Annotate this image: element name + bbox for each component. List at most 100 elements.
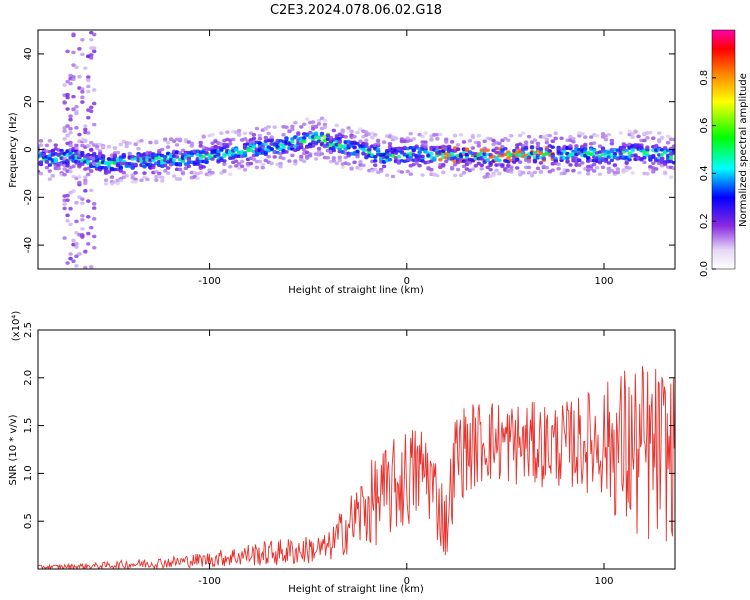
heatmap-cell xyxy=(583,135,588,139)
heatmap-cell xyxy=(577,133,582,138)
heatmap-cell xyxy=(251,132,257,137)
heatmap-cell xyxy=(597,172,603,176)
heatmap-cell xyxy=(260,165,266,170)
heatmap-cell xyxy=(373,155,378,159)
heatmap-cell xyxy=(74,200,79,205)
heatmap-cell xyxy=(349,129,354,134)
heatmap-cell xyxy=(420,173,425,177)
heatmap-cell xyxy=(340,130,345,134)
snr-panel: -100 0 100 0.5 1.0 1.5 2.0 2.5 (x10⁴) Height of… xyxy=(8,311,676,595)
heatmap-cell xyxy=(65,107,70,111)
spectrogram-ytick-label: 0 xyxy=(23,146,34,152)
heatmap-cell xyxy=(204,159,209,164)
heatmap-cell xyxy=(500,144,505,149)
heatmap-cell xyxy=(441,170,446,175)
heatmap-cell xyxy=(517,133,523,138)
heatmap-cell xyxy=(133,180,138,184)
heatmap-cell xyxy=(100,157,106,162)
heatmap-cell xyxy=(470,135,476,140)
spectrogram-ytick-label: 40 xyxy=(23,48,34,61)
heatmap-cell xyxy=(89,188,94,193)
heatmap-cell xyxy=(281,156,286,161)
heatmap-cell xyxy=(310,120,316,124)
heatmap-cell xyxy=(68,206,73,211)
heatmap-cell xyxy=(92,206,97,210)
heatmap-cell xyxy=(118,142,124,147)
heatmap-cell xyxy=(183,138,189,142)
heatmap-cell xyxy=(154,178,159,182)
heatmap-cell xyxy=(609,138,615,143)
heatmap-cell xyxy=(165,145,171,149)
heatmap-cell xyxy=(100,153,106,158)
heatmap-cell xyxy=(71,259,76,264)
heatmap-cell xyxy=(331,148,337,153)
spectrogram-ytick-label: -40 xyxy=(23,237,34,253)
heatmap-cell xyxy=(568,163,573,167)
heatmap-cell xyxy=(160,176,165,180)
heatmap-cell xyxy=(62,202,67,206)
heatmap-cell xyxy=(352,160,357,165)
heatmap-cell xyxy=(515,166,520,170)
heatmap-cell xyxy=(269,135,274,139)
heatmap-cell xyxy=(553,156,558,161)
heatmap-cell xyxy=(68,256,73,261)
heatmap-cell xyxy=(444,140,449,144)
colorbar-label: Normalized spectral amplitude xyxy=(738,73,749,227)
heatmap-cell xyxy=(74,109,79,113)
heatmap-cell xyxy=(373,133,378,137)
heatmap-cell xyxy=(470,146,476,150)
heatmap-cell xyxy=(381,164,387,169)
heatmap-cell xyxy=(523,140,529,144)
heatmap-cell xyxy=(535,166,541,171)
heatmap-cell xyxy=(535,144,541,149)
heatmap-cell xyxy=(657,139,662,144)
heatmap-cell xyxy=(62,236,67,240)
heatmap-cell xyxy=(62,172,67,177)
heatmap-cell xyxy=(136,146,141,151)
heatmap-cell xyxy=(201,165,206,169)
heatmap-cell xyxy=(538,161,544,165)
heatmap-cell xyxy=(479,163,484,167)
heatmap-cell xyxy=(83,189,88,193)
heatmap-cell xyxy=(266,154,271,159)
snr-ytick-label: 1.0 xyxy=(23,465,34,481)
snr-ytick-label: 2.5 xyxy=(23,322,34,338)
heatmap-cell xyxy=(414,161,419,166)
heatmap-cell xyxy=(325,133,331,138)
heatmap-cell xyxy=(266,145,271,149)
heatmap-cell xyxy=(358,139,363,144)
heatmap-cell xyxy=(600,146,606,151)
heatmap-cell xyxy=(89,56,94,60)
heatmap-cell xyxy=(174,155,180,159)
heatmap-cell xyxy=(583,147,588,151)
snr-xtick-label: 100 xyxy=(594,576,613,587)
heatmap-cell xyxy=(565,159,570,164)
heatmap-cell xyxy=(204,151,209,155)
heatmap-cell xyxy=(322,118,328,123)
heatmap-cell xyxy=(89,140,94,145)
heatmap-cell xyxy=(550,154,555,159)
heatmap-cell xyxy=(74,264,79,268)
snr-ytick-label: 1.5 xyxy=(23,418,34,434)
heatmap-cell xyxy=(142,160,147,165)
heatmap-cell xyxy=(538,170,544,174)
heatmap-cell xyxy=(65,49,70,54)
heatmap-cell xyxy=(461,164,467,169)
heatmap-cell xyxy=(349,167,354,171)
heatmap-cell xyxy=(526,155,532,160)
heatmap-cell xyxy=(92,234,97,239)
heatmap-cell xyxy=(68,140,73,145)
heatmap-cell xyxy=(207,153,212,157)
heatmap-cell xyxy=(38,162,44,166)
heatmap-cell xyxy=(77,174,82,179)
heatmap-cell xyxy=(174,143,180,147)
heatmap-cell xyxy=(210,141,215,146)
heatmap-cell xyxy=(627,157,632,162)
heatmap-cell xyxy=(225,130,230,134)
heatmap-cell xyxy=(248,161,254,166)
spectrogram-xtick-label: 100 xyxy=(594,276,613,287)
heatmap-cell xyxy=(263,142,268,146)
heatmap-cell xyxy=(532,138,538,142)
heatmap-cell xyxy=(233,164,239,168)
heatmap-cell xyxy=(597,160,603,165)
